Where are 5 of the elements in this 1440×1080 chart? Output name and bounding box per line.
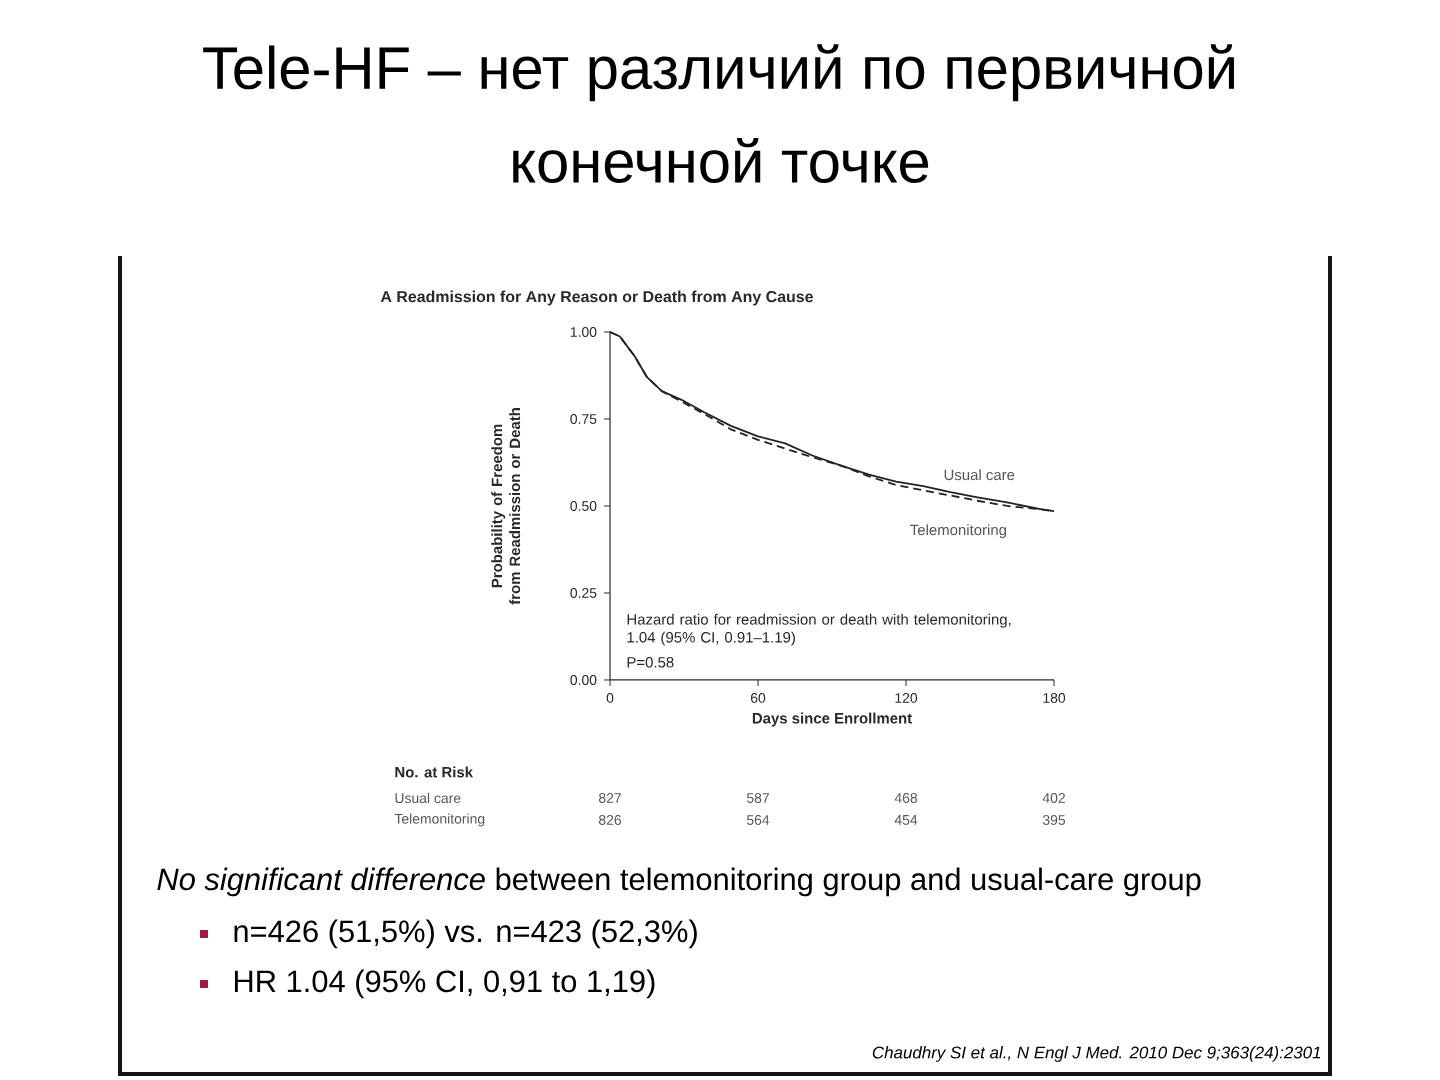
text: No significant difference between telemonitoring group and usual-care group	[157, 867, 1201, 897]
chart-title: Tele-HF – нет различий по первичной конечной точке	[203, 44, 1234, 183]
text: n=426 (51,5%) vs. n=423 (52,3%)	[234, 919, 697, 949]
text: HR 1.04 (95% CI, 0,91 to 1,19)	[234, 969, 655, 999]
text: Chaudhry SI et al., N Engl J Med. 2010 Dec 9;363(24):2301	[872, 1046, 1321, 1062]
